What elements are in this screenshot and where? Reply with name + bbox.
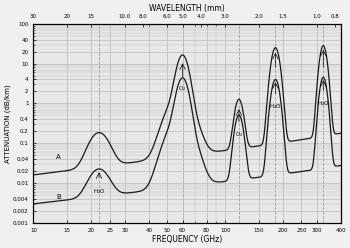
X-axis label: FREQUENCY (GHz): FREQUENCY (GHz) xyxy=(152,235,222,244)
Text: H$_2$O: H$_2$O xyxy=(93,187,105,196)
Text: H$_2$O: H$_2$O xyxy=(269,102,282,111)
Text: O$_2$: O$_2$ xyxy=(178,84,187,93)
Text: A: A xyxy=(56,154,61,160)
X-axis label: WAVELENGTH (mm): WAVELENGTH (mm) xyxy=(149,4,225,13)
Y-axis label: ATTENUATION (dB/km): ATTENUATION (dB/km) xyxy=(4,84,10,163)
Text: H$_2$O: H$_2$O xyxy=(317,99,330,108)
Text: O$_2$: O$_2$ xyxy=(235,130,243,139)
Text: B: B xyxy=(56,194,61,200)
